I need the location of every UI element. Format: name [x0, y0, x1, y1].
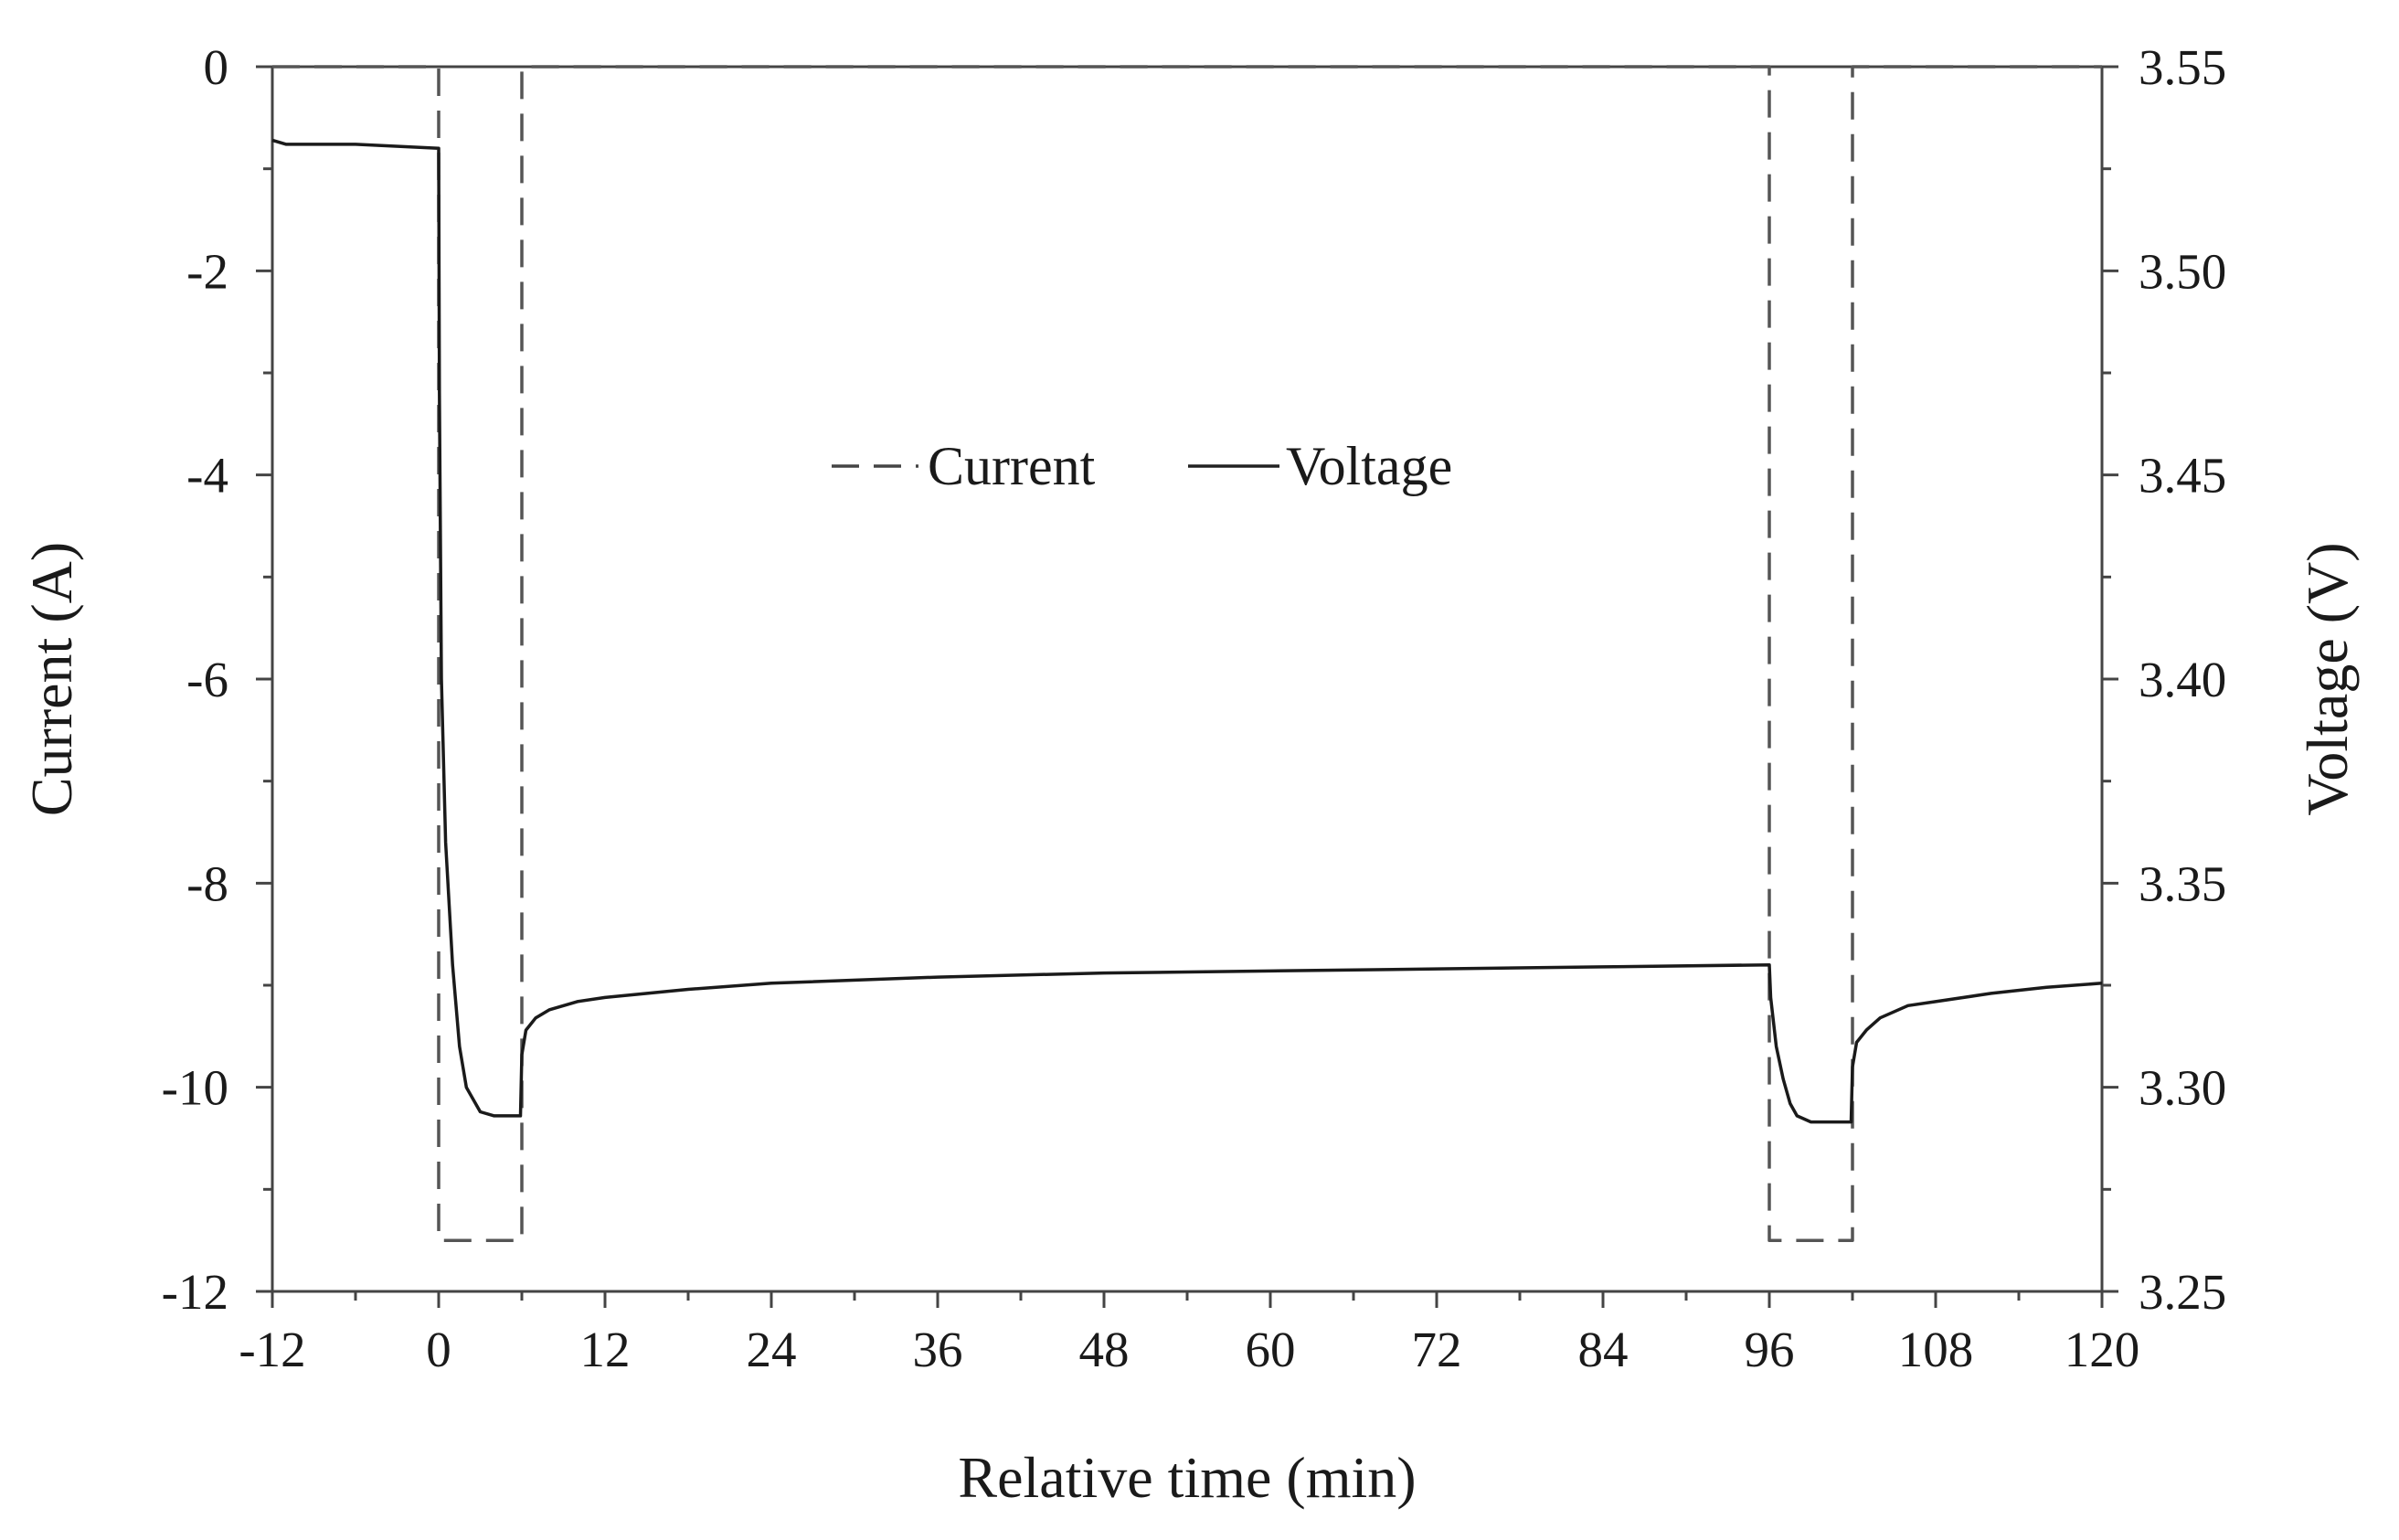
x-tick-label: 84	[1578, 1322, 1629, 1377]
legend-label-voltage: Voltage	[1286, 436, 1452, 496]
x-axis: -12 0 12 24 36 48 60 72 84 96 108 120	[239, 1291, 2139, 1377]
x-axis-title: Relative time (min)	[958, 1445, 1416, 1510]
x-tick-label: 36	[913, 1322, 963, 1377]
x-tick-label: 72	[1412, 1322, 1462, 1377]
y-left-tick-label: -12	[162, 1264, 228, 1320]
y-left-tick-label: -10	[162, 1060, 228, 1116]
y-right-tick-label: 3.50	[2139, 243, 2226, 299]
y-right-tick-label: 3.55	[2139, 39, 2226, 95]
x-tick-label: 0	[426, 1322, 451, 1377]
y-right-tick-label: 3.40	[2139, 652, 2226, 707]
series-line-current	[272, 65, 2102, 1242]
y-left-tick-label: -4	[186, 448, 228, 504]
x-tick-label: 96	[1745, 1322, 1795, 1377]
x-tick-label: 12	[580, 1322, 631, 1377]
y-axis-right-title: Voltage (V)	[2295, 542, 2360, 815]
x-tick-label: 108	[1898, 1322, 1974, 1377]
legend: Current Voltage	[832, 436, 1452, 496]
y-right-tick-label: 3.45	[2139, 448, 2226, 504]
plot-frame	[271, 65, 2104, 1293]
y-axis-right: 3.55 3.50 3.45 3.40 3.35 3.30 3.25	[2102, 39, 2226, 1320]
y-right-tick-label: 3.25	[2139, 1264, 2226, 1320]
y-right-tick-label: 3.30	[2139, 1060, 2226, 1116]
legend-label-current: Current	[928, 436, 1096, 496]
y-axis-left: 0 -2 -4 -6 -8 -10 -12	[162, 39, 272, 1320]
y-right-tick-label: 3.35	[2139, 855, 2226, 911]
y-left-tick-label: -8	[186, 855, 228, 911]
x-tick-label: -12	[239, 1322, 305, 1377]
x-tick-label: 24	[747, 1322, 797, 1377]
x-tick-label: 120	[2065, 1322, 2140, 1377]
x-tick-label: 60	[1246, 1322, 1296, 1377]
series-line-voltage	[271, 138, 2103, 1124]
y-axis-left-title: Current (A)	[19, 542, 84, 816]
y-left-tick-label: -2	[186, 243, 228, 299]
x-tick-label: 48	[1079, 1322, 1130, 1377]
series-layer	[271, 65, 2103, 1242]
y-left-tick-label: 0	[204, 39, 229, 95]
y-left-tick-label: -6	[186, 652, 228, 707]
